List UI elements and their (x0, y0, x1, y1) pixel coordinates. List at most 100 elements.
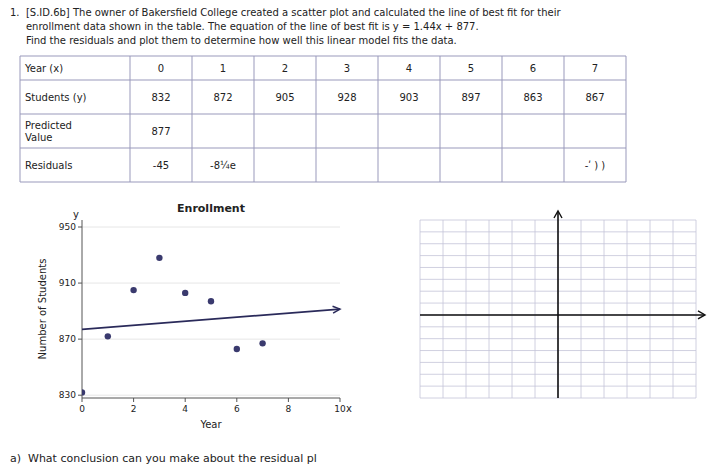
grid-line (82, 227, 340, 228)
page: 1. [S.ID.6b] The owner of Bakersfield Co… (0, 0, 722, 475)
axis-annotation: x (346, 403, 352, 414)
table-header: 1 (220, 63, 226, 74)
grid-line (535, 220, 536, 398)
table-rule (254, 56, 255, 182)
tick-label: 0 (79, 404, 85, 414)
grid-line (82, 283, 340, 284)
axis-line (420, 314, 704, 316)
table-rule (626, 56, 627, 182)
grid-line (512, 220, 513, 398)
table-rule (564, 56, 565, 182)
table-header: 6 (530, 63, 536, 74)
tick (78, 283, 82, 284)
y-axis (82, 220, 83, 398)
tick (288, 398, 289, 402)
table-rule (20, 80, 626, 81)
table-cell: 872 (213, 92, 232, 103)
chart-title: Enrollment (177, 202, 245, 215)
grid-line (650, 220, 651, 398)
line-arrow (333, 306, 340, 313)
table-row-label: PredictedValue (25, 120, 72, 143)
scatter-chart: Enrollment8308709109500246810YearNumber … (37, 202, 352, 430)
axis-arrow (698, 311, 705, 319)
table-rule (316, 56, 317, 182)
axis-line (557, 212, 559, 398)
table-rule (502, 56, 503, 182)
table-cell: -8¼e (210, 160, 236, 171)
title-line: enrollment data shown in the table. The … (10, 21, 479, 32)
tick-label: 6 (234, 404, 240, 414)
fit-line (82, 309, 340, 329)
table-row-label-line: Predicted (25, 120, 72, 131)
table-cell: 928 (337, 92, 356, 103)
table-row-label-line: Students (y) (25, 92, 87, 103)
scatter-point (105, 333, 111, 339)
tick (78, 339, 82, 340)
table-rule (20, 56, 21, 182)
tick (133, 398, 134, 402)
grid-line (82, 339, 340, 340)
tick-label: 870 (59, 334, 76, 344)
scatter-point (156, 255, 162, 261)
table-cell: 877 (151, 126, 170, 137)
residual-grid (420, 211, 705, 398)
table-rule (440, 56, 441, 182)
tick-label: 4 (182, 404, 188, 414)
table-cell: -ʹ ) ) (585, 160, 606, 171)
grid-line (420, 220, 421, 398)
scatter-point (259, 340, 265, 346)
x-axis-label: Year (199, 419, 222, 430)
tick-label: 950 (59, 222, 76, 232)
table-rule (20, 56, 626, 57)
tick-label: 830 (59, 390, 76, 400)
grid-line (581, 220, 582, 398)
tick (340, 398, 341, 402)
table-cell: -45 (153, 160, 169, 171)
table-header: 3 (344, 63, 350, 74)
table-rule (20, 182, 626, 183)
grid-line (82, 395, 340, 396)
axis-annotation: y (73, 209, 79, 220)
table-row-label: Residuals (25, 160, 72, 171)
grid-line (466, 220, 467, 398)
table-rule (130, 56, 131, 182)
title: 1. [S.ID.6b] The owner of Bakersfield Co… (10, 7, 561, 18)
tick-label: 2 (131, 404, 137, 414)
table-row-label-line: Value (25, 132, 52, 143)
table-header: 2 (282, 63, 288, 74)
scatter-point (182, 290, 188, 296)
tick-label: 910 (59, 278, 76, 288)
scatter-point (82, 389, 85, 395)
question-text: a) What conclusion can you make about th… (10, 452, 317, 465)
scatter-point (130, 287, 136, 293)
x-axis (82, 398, 340, 399)
grid-line (696, 220, 697, 398)
table-cell: 897 (461, 92, 480, 103)
table-cell: 867 (585, 92, 604, 103)
table-rule (20, 148, 626, 149)
tick (78, 395, 82, 396)
tick (185, 398, 186, 402)
table-header: 0 (158, 63, 164, 74)
table-row-label: Students (y) (25, 92, 87, 103)
tick (236, 398, 237, 402)
tick-label: 8 (286, 404, 292, 414)
plot-area (82, 255, 340, 396)
tick (78, 227, 82, 228)
grid-line (443, 220, 444, 398)
table-cell: 832 (151, 92, 170, 103)
table-cell: 905 (275, 92, 294, 103)
table-rule (192, 56, 193, 182)
grid-line (673, 220, 674, 398)
title-line: Find the residuals and plot them to dete… (10, 35, 457, 46)
table-cell: 903 (399, 92, 418, 103)
grid-line (627, 220, 628, 398)
table-header: Year (x) (24, 63, 63, 74)
table: Year (x)01234567Students (y)832872905928… (20, 56, 626, 182)
grid-line (604, 220, 605, 398)
grid-line (489, 220, 490, 398)
scatter-point (234, 346, 240, 352)
table-header: 5 (468, 63, 474, 74)
scatter-point (208, 298, 214, 304)
table-rule (20, 114, 626, 115)
